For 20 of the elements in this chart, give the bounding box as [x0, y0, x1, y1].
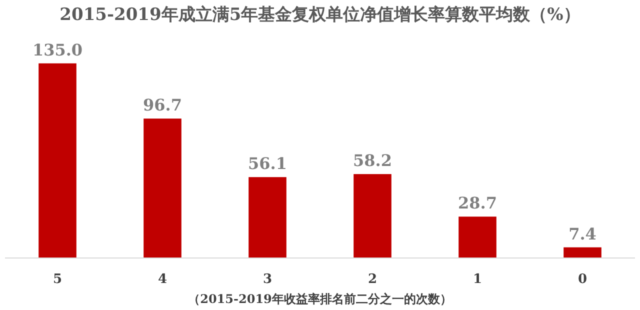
x-tick-label: 3 [262, 272, 272, 287]
bar [564, 247, 602, 258]
bar [248, 177, 286, 258]
x-tick-label: 0 [578, 272, 588, 287]
x-tick-label: 5 [52, 272, 62, 287]
x-axis-title: （2015-2019年收益率排名前二分之一的次数） [188, 292, 452, 306]
x-tick-label: 2 [368, 272, 378, 287]
bar [458, 216, 496, 258]
bar [354, 174, 392, 258]
data-label: 7.4 [568, 224, 596, 244]
bar [144, 118, 182, 258]
data-label: 28.7 [458, 194, 497, 213]
data-label: 96.7 [143, 96, 182, 115]
x-tick-label: 4 [158, 272, 168, 287]
data-label: 56.1 [248, 154, 287, 174]
x-tick-label: 1 [472, 272, 482, 287]
bar [38, 63, 76, 258]
chart-title: 2015-2019年成立满5年基金复权单位净值增长率算数平均数（%） [60, 5, 580, 25]
data-label: 58.2 [353, 151, 392, 170]
data-label: 135.0 [32, 40, 83, 60]
